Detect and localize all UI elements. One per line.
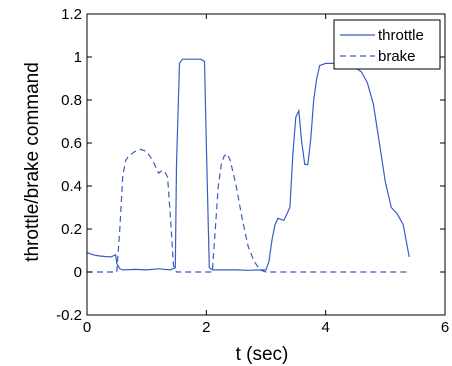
legend-brake-label: brake [378, 48, 416, 65]
x-tick-label: 2 [202, 319, 210, 336]
legend: throttle brake [333, 19, 441, 70]
tick-labels: 0 2 4 6-0.200.20.40.60.811.2 [56, 6, 449, 336]
y-axis-label: throttle/brake command [22, 62, 43, 262]
x-tick-label: 0 [83, 319, 91, 336]
series-line-brake [87, 148, 410, 273]
y-tick-label: 1.2 [61, 6, 82, 23]
y-tick-label: -0.2 [56, 307, 82, 324]
x-axis-label: t (sec) [236, 344, 289, 365]
y-tick-label: 1 [74, 49, 82, 66]
y-tick-label: 0.4 [61, 178, 82, 195]
axes-frame [86, 13, 446, 316]
y-tick-label: 0.2 [61, 221, 82, 238]
y-tick-label: 0.6 [61, 135, 82, 152]
series-line-throttle [86, 58, 410, 271]
legend-box [333, 19, 441, 70]
y-tick-label: 0.8 [61, 92, 82, 109]
plot-area [86, 58, 410, 273]
x-tick-label: 4 [321, 319, 329, 336]
x-tick-label: 6 [441, 319, 449, 336]
axes [86, 13, 446, 316]
y-tick-label: 0 [74, 264, 82, 281]
legend-throttle-label: throttle [378, 27, 424, 44]
